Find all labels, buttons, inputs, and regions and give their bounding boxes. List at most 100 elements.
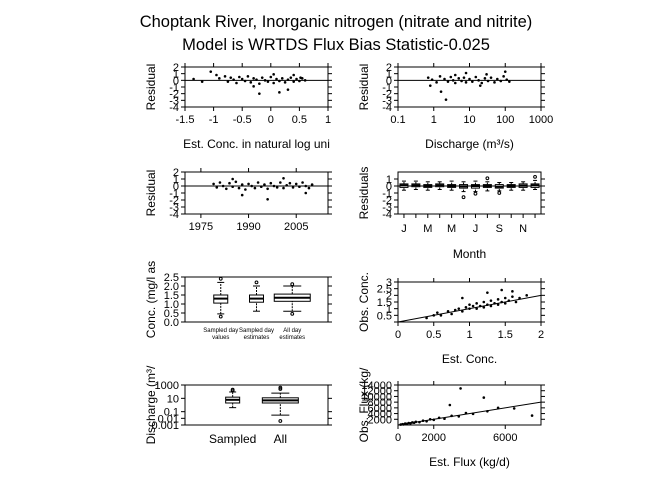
data-point <box>438 75 442 78</box>
data-point <box>439 90 443 93</box>
data-point <box>450 312 453 316</box>
x-tick-label: M <box>447 223 456 235</box>
x-tick-label: N <box>519 223 527 235</box>
data-point <box>299 76 302 79</box>
data-point <box>496 406 500 410</box>
data-point <box>453 81 457 85</box>
data-point <box>462 76 466 79</box>
y-tick-label: 10000 <box>361 391 392 403</box>
y-tick-label: 2 <box>173 62 179 74</box>
data-point <box>244 188 247 191</box>
data-point <box>215 73 218 77</box>
data-point <box>275 77 278 81</box>
data-point <box>503 302 507 305</box>
data-point <box>280 77 284 80</box>
y-tick-label: 0 <box>386 181 392 193</box>
data-point <box>289 76 293 79</box>
data-point <box>457 307 461 310</box>
data-point <box>496 303 500 306</box>
data-point <box>256 181 260 184</box>
data-point <box>226 80 230 83</box>
data-point <box>212 182 215 186</box>
data-point <box>292 73 295 77</box>
data-point <box>283 81 287 84</box>
y-axis-label: Discharge (m³/ <box>144 365 158 444</box>
y-axis-label: Obs. Conc. <box>357 272 371 332</box>
y-tick-label: -1 <box>169 82 179 94</box>
data-point <box>444 98 448 101</box>
data-point <box>478 84 482 87</box>
outlier-point <box>278 387 283 391</box>
outlier-point <box>485 176 490 181</box>
group-label-2: values <box>212 335 229 341</box>
data-point <box>243 79 247 83</box>
data-point <box>240 77 244 81</box>
x-tick-label: 1.5 <box>498 329 513 341</box>
y-tick-label: -3 <box>169 202 179 214</box>
y-tick-label: -1 <box>382 188 392 200</box>
y-tick-label: -3 <box>169 95 179 107</box>
data-point <box>269 181 273 185</box>
data-point <box>477 79 480 82</box>
data-point <box>428 417 432 421</box>
data-point <box>278 79 281 83</box>
y-tick-label: -2 <box>382 89 392 101</box>
data-point <box>518 296 521 300</box>
y-axis-label: Residuals <box>357 167 371 220</box>
data-point <box>250 184 254 188</box>
data-point <box>232 78 235 81</box>
data-point <box>499 79 503 83</box>
x-axis-label: Est. Conc. <box>442 352 497 366</box>
y-axis-label: Residual <box>144 170 158 217</box>
y-tick-label: 0.001 <box>151 420 179 432</box>
x-tick-label: 0 <box>395 432 401 444</box>
data-point <box>450 414 453 418</box>
x-tick-label: M <box>423 223 432 235</box>
y-axis-label: Residual <box>144 64 158 111</box>
group-label: Sampled <box>209 432 256 446</box>
data-point <box>246 75 250 78</box>
data-point <box>292 80 295 83</box>
data-point <box>439 314 443 317</box>
figure-title-line2: Model is WRTDS Flux Bias Statistic-0.025 <box>182 36 490 54</box>
data-point <box>228 181 231 185</box>
data-point <box>215 186 219 189</box>
y-tick-label: 8000 <box>368 397 392 409</box>
data-point <box>252 77 255 80</box>
y-tick-label: 0.1 <box>164 407 179 419</box>
y-tick-label: -4 <box>382 102 392 114</box>
data-point <box>237 186 241 190</box>
y-tick-label: 1 <box>173 174 179 186</box>
x-tick-label: J <box>473 223 479 235</box>
data-point <box>249 81 253 84</box>
y-tick-label: 0 <box>173 181 179 193</box>
data-point <box>496 298 500 301</box>
y-tick-label: 2.0 <box>164 281 179 293</box>
data-point <box>468 303 471 306</box>
data-point <box>502 75 505 78</box>
data-point <box>301 181 304 184</box>
data-point <box>468 307 471 310</box>
data-point <box>486 303 489 306</box>
y-axis-label: Conc. (mg/l as <box>144 261 158 338</box>
figure-title-line1: Choptank River, Inorganic nitrogen (nitr… <box>140 13 533 31</box>
data-point <box>496 77 499 81</box>
data-point <box>282 177 285 180</box>
x-tick-label: 0.5 <box>292 114 307 126</box>
data-point <box>468 77 471 81</box>
data-point <box>426 76 430 79</box>
data-point <box>231 177 234 181</box>
x-tick-label: -0.5 <box>233 114 252 126</box>
plot-frame <box>397 384 542 426</box>
data-point <box>480 81 484 85</box>
data-point <box>310 183 314 186</box>
data-point <box>530 414 534 417</box>
y-tick-label: 1.5 <box>164 290 179 302</box>
data-point <box>449 75 453 79</box>
data-point <box>486 409 489 413</box>
data-point <box>272 184 276 188</box>
group-label: All day <box>283 328 301 334</box>
y-tick-label: -1 <box>169 188 179 200</box>
